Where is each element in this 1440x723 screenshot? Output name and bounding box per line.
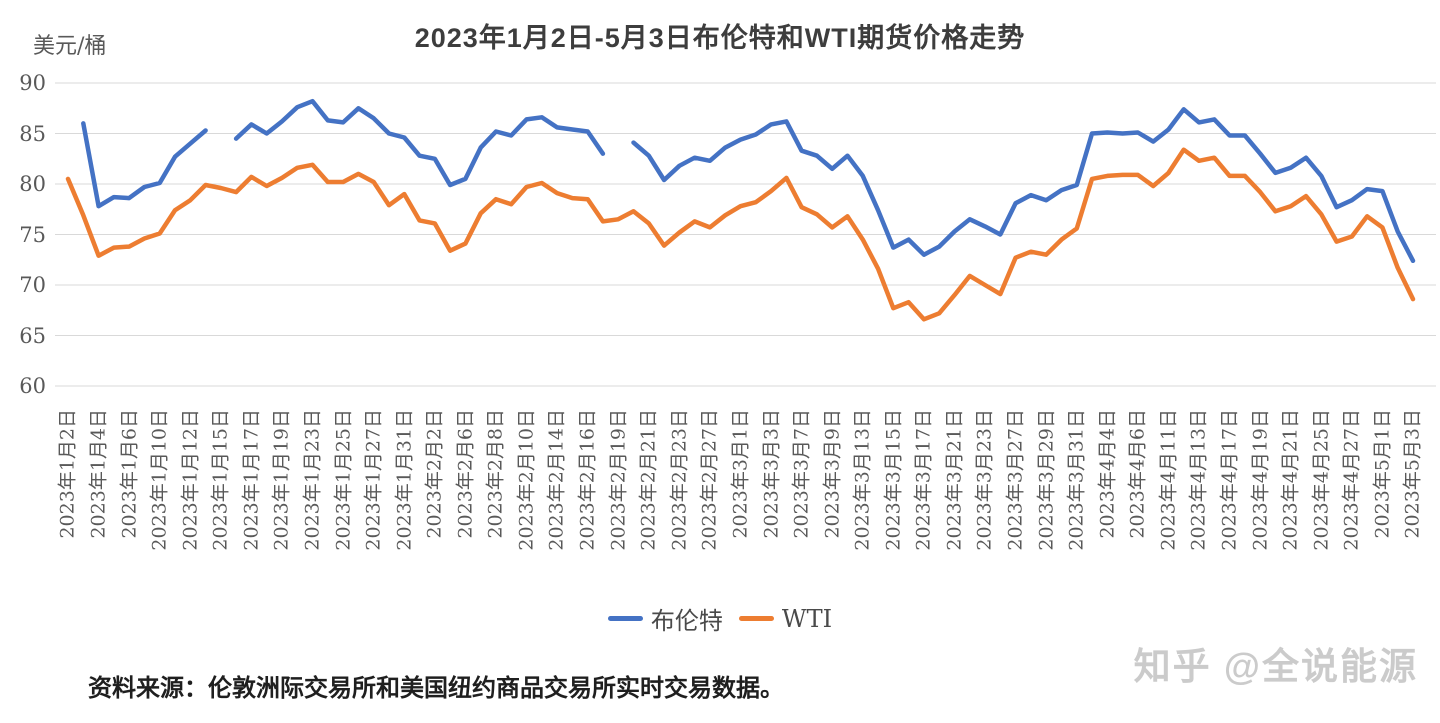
x-axis-label: 2023年2月23日 [668, 409, 691, 551]
x-axis-label: 2023年3月31日 [1065, 409, 1088, 551]
x-axis-label: 2023年3月9日 [821, 409, 844, 539]
x-axis-label: 2023年2月19日 [607, 409, 630, 551]
y-axis-label: 80 [19, 172, 46, 196]
series-line-WTI [65, 147, 1416, 322]
x-axis-label: 2023年2月16日 [576, 409, 599, 551]
x-axis-label: 2023年1月6日 [118, 409, 141, 539]
x-axis-label: 2023年4月19日 [1249, 409, 1272, 551]
legend-label: WTI [781, 604, 833, 633]
x-axis-label: 2023年2月21日 [637, 409, 660, 551]
legend-swatch [607, 616, 643, 621]
watermark: 知乎 @全说能源 [1133, 646, 1418, 687]
x-axis-label: 2023年4月6日 [1126, 409, 1149, 539]
y-axis-unit-label: 美元/桶 [33, 34, 107, 59]
y-axis-label: 75 [19, 222, 46, 247]
legend-item-布伦特: 布伦特 [607, 601, 723, 636]
series-line-布伦特 [81, 98, 1416, 264]
x-axis-label: 2023年3月3日 [760, 409, 783, 539]
x-axis-label: 2023年3月21日 [943, 409, 966, 551]
x-axis-label: 2023年2月10日 [515, 409, 538, 551]
x-axis-label: 2023年2月14日 [546, 409, 569, 551]
x-axis-label: 2023年4月17日 [1218, 409, 1241, 551]
x-axis-label: 2023年2月6日 [454, 409, 477, 539]
x-axis-label: 2023年4月13日 [1188, 409, 1211, 551]
x-axis-label: 2023年2月2日 [423, 409, 446, 539]
x-axis-label: 2023年4月27日 [1340, 409, 1363, 551]
x-axis-label: 2023年1月23日 [301, 409, 324, 551]
x-axis-label: 2023年1月19日 [270, 409, 293, 551]
x-axis-label: 2023年5月1日 [1371, 409, 1394, 539]
y-axis-label: 65 [19, 323, 46, 348]
y-axis-label: 90 [19, 71, 46, 95]
y-axis-label: 70 [19, 273, 46, 297]
y-axis-label: 60 [19, 374, 46, 398]
x-axis-label: 2023年1月2日 [57, 409, 79, 539]
x-axis-label: 2023年1月10日 [148, 409, 171, 551]
chart-legend: 布伦特 WTI [0, 601, 1440, 636]
x-axis-label: 2023年1月31日 [393, 409, 416, 551]
x-axis-label: 2023年1月4日 [87, 409, 110, 539]
x-axis-label: 2023年3月17日 [912, 409, 935, 551]
x-axis-label: 2023年4月21日 [1279, 409, 1302, 551]
x-axis-label: 2023年1月12日 [179, 409, 202, 551]
x-axis-label: 2023年1月27日 [362, 409, 385, 551]
chart-title: 2023年1月2日-5月3日布伦特和WTI期货价格走势 [414, 23, 1026, 53]
x-axis-label: 2023年3月23日 [974, 409, 997, 551]
x-axis-label: 2023年3月7日 [790, 409, 813, 539]
x-axis-label: 2023年3月13日 [851, 409, 874, 551]
legend-label: 布伦特 [650, 607, 723, 635]
legend-swatch [738, 616, 774, 621]
y-axis-label: 85 [19, 121, 46, 146]
x-axis-label: 2023年3月29日 [1035, 409, 1058, 551]
x-axis-label: 2023年4月11日 [1157, 409, 1180, 551]
source-note: 资料来源：伦敦洲际交易所和美国纽约商品交易所实时交易数据。 [88, 673, 784, 702]
x-axis-label: 2023年3月15日 [882, 409, 905, 551]
x-axis-label: 2023年2月8日 [484, 409, 507, 539]
x-axis-label: 2023年5月3日 [1402, 409, 1424, 539]
x-axis-label: 2023年3月1日 [729, 409, 752, 539]
x-axis-label: 2023年4月4日 [1096, 409, 1119, 539]
x-axis-label: 2023年1月25日 [332, 409, 355, 551]
x-axis-label: 2023年1月17日 [240, 409, 263, 551]
x-axis-label: 2023年3月27日 [1004, 409, 1027, 551]
x-axis-label: 2023年1月15日 [209, 409, 232, 551]
legend-item-WTI: WTI [738, 604, 833, 633]
x-axis-label: 2023年4月25日 [1310, 409, 1333, 551]
x-axis-label: 2023年2月27日 [698, 409, 721, 551]
